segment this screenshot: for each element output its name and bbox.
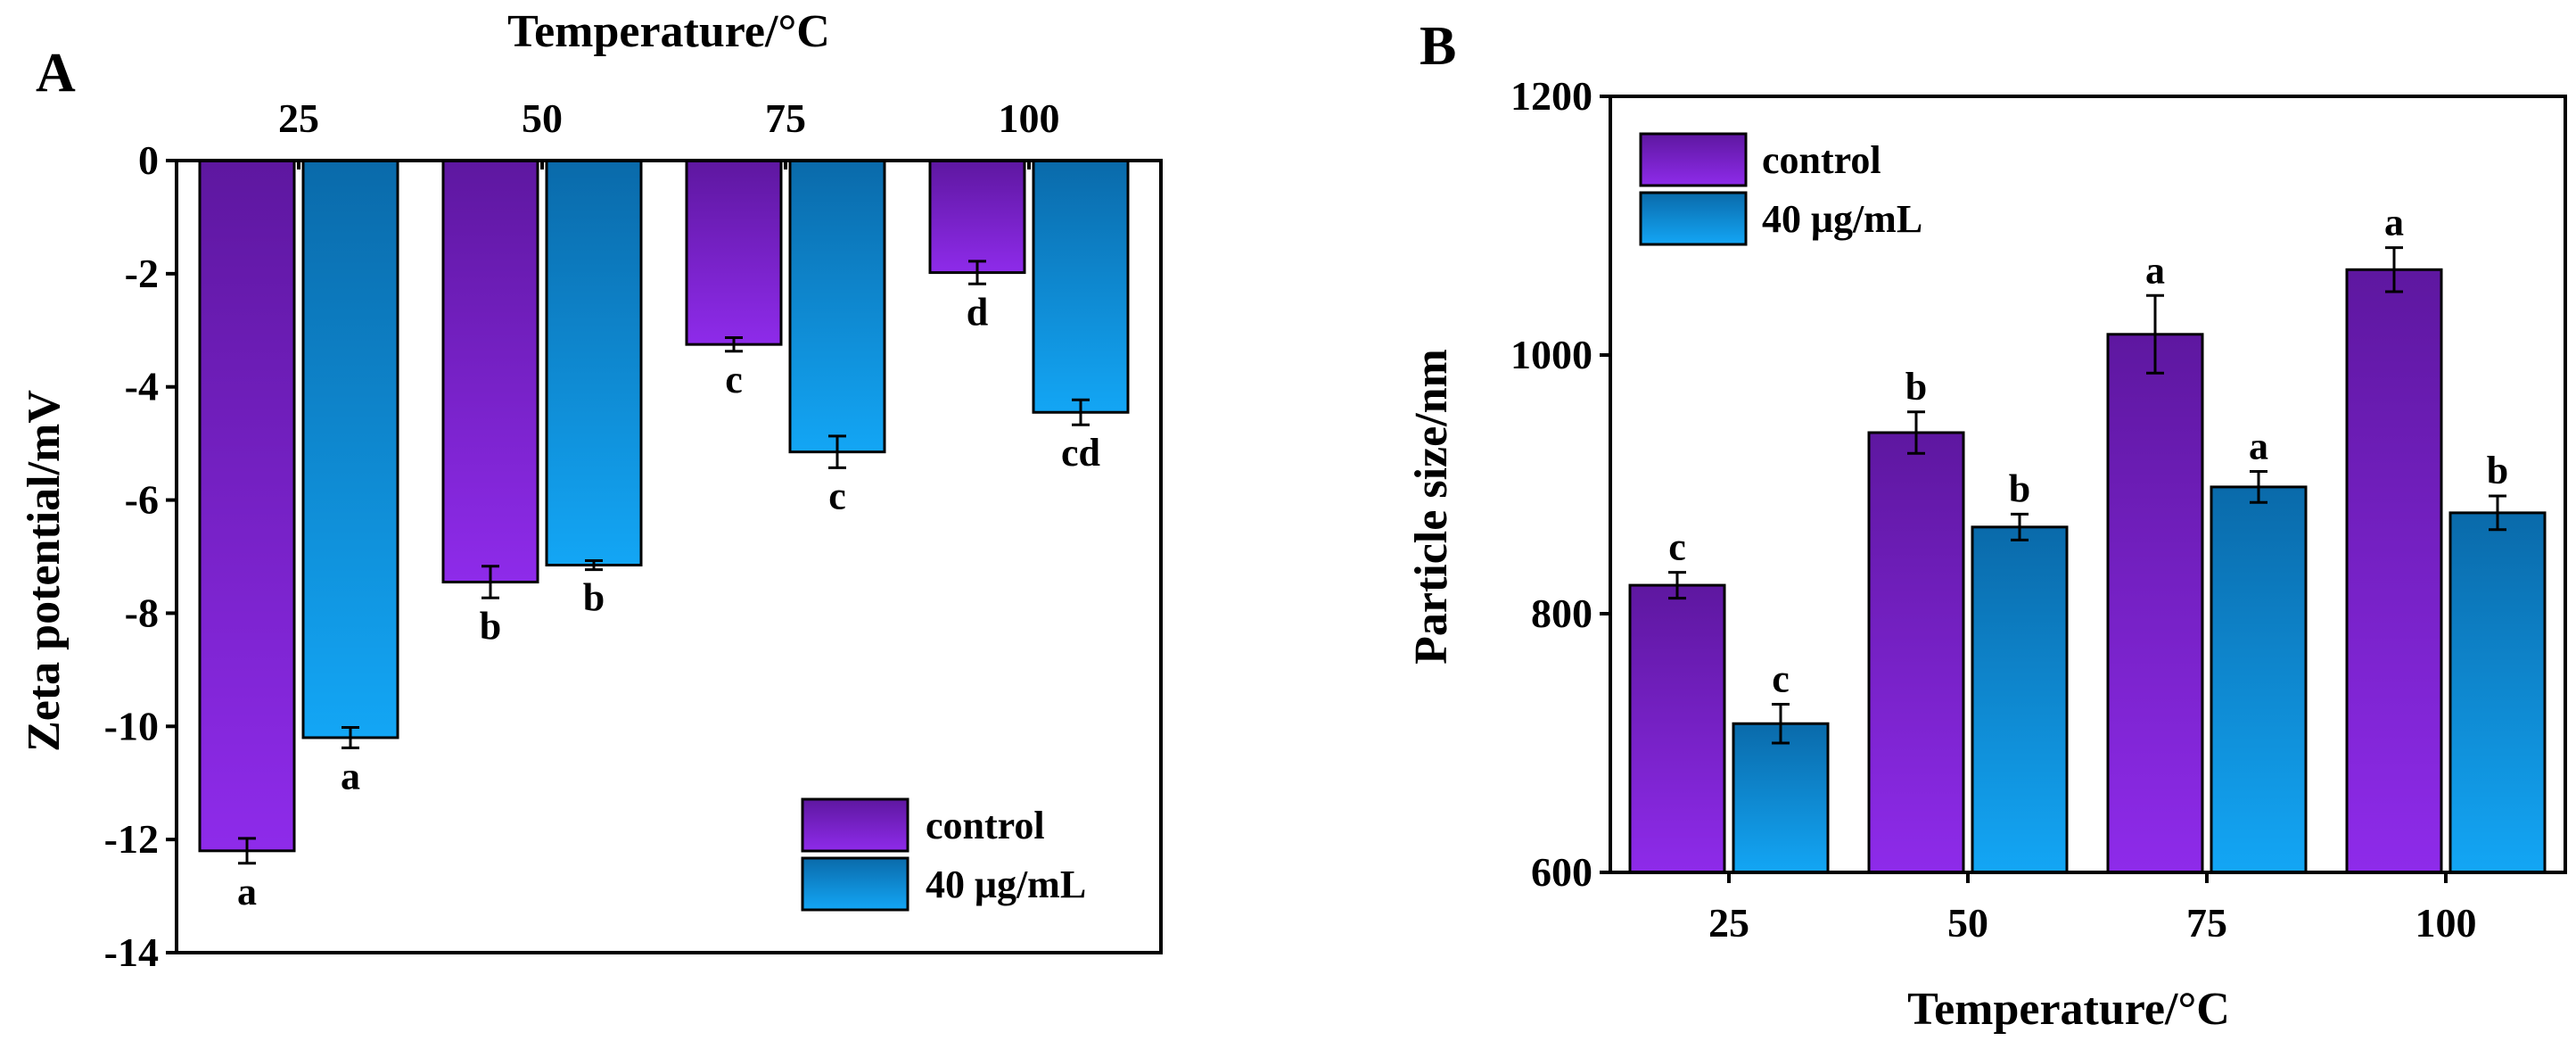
panel-a-sig-label-control-100: d	[967, 290, 988, 334]
panel-a-sig-label-40-g-ml-100: cd	[1061, 431, 1100, 475]
legend-a-treatment-swatch	[801, 856, 909, 912]
panel-a-bar-control-75	[685, 159, 783, 346]
panel-b-ylabel: Particle size/nm	[1406, 349, 1457, 665]
panel-a-zeta-chart: A Temperature/°C Zeta potential/mV a a b b c…	[19, 6, 1163, 975]
panel-b-legend: control 40 μg/mL	[1639, 132, 1922, 246]
panel-b-bars: c c b b a a a b	[1628, 201, 2547, 874]
panel-a-sig-label-control-50: b	[480, 604, 501, 648]
panel-b-bar-40-g-ml-50	[1971, 525, 2069, 874]
panel-b-xtick-label-25: 25	[1708, 900, 1749, 946]
panel-b-sig-label-control-25: c	[1668, 525, 1686, 569]
panel-a-xtick-label-75: 75	[765, 95, 806, 141]
legend-b-treatment-swatch	[1639, 191, 1748, 246]
panel-a-bar-40-g-ml-100	[1032, 159, 1130, 414]
panel-b-letter: B	[1420, 16, 1456, 77]
panel-a-title: Temperature/°C	[507, 6, 830, 57]
panel-a-ticks: 25 50 75 100 0 -2 -4 -6 -8 -10 -12 -14	[104, 95, 1060, 975]
panel-a-ytick-label--8: -8	[125, 590, 159, 635]
panel-b-sig-label-40-g-ml-100: b	[2487, 449, 2508, 492]
panel-b-xtick-label-75: 75	[2186, 900, 2227, 946]
panel-b-xtick-label-50: 50	[1947, 900, 1988, 946]
legend-b-treatment-label: 40 μg/mL	[1762, 197, 1922, 241]
panel-b-sig-label-control-50: b	[1905, 365, 1927, 409]
panel-b-ytick-label-1200: 1200	[1510, 73, 1593, 119]
panel-a-ylabel: Zeta potential/mV	[19, 390, 70, 752]
legend-b-control-label: control	[1762, 138, 1881, 182]
panel-b-particle-size-chart: B Particle size/nm Temperature/°C c c b b a a…	[1406, 16, 2567, 1035]
panel-a-letter: A	[36, 43, 76, 103]
panel-a-xtick-label-50: 50	[522, 95, 563, 141]
panel-a-bar-control-50	[441, 159, 539, 584]
panel-a-sig-label-control-75: c	[725, 358, 743, 401]
panel-a-ytick-label--12: -12	[104, 816, 159, 862]
panel-b-bar-40-g-ml-75	[2210, 485, 2308, 874]
panel-b-xlabel: Temperature/°C	[1907, 984, 2230, 1035]
panel-b-bar-control-75	[2106, 333, 2204, 874]
panel-a-sig-label-40-g-ml-50: b	[583, 576, 605, 620]
panel-b-sig-label-40-g-ml-50: b	[2009, 467, 2030, 510]
panel-b-bar-control-50	[1867, 431, 1965, 874]
panel-a-ytick-label--10: -10	[104, 703, 159, 748]
panel-b-bar-control-25	[1628, 583, 1726, 874]
panel-a-ytick-label--4: -4	[125, 364, 159, 409]
panel-a-bar-40-g-ml-25	[301, 159, 399, 739]
legend-a-control-label: control	[926, 804, 1045, 847]
panel-b-sig-label-40-g-ml-75: a	[2249, 425, 2268, 468]
panel-b-bar-40-g-ml-25	[1732, 722, 1830, 874]
legend-a-treatment-label: 40 μg/mL	[926, 863, 1086, 906]
panel-b-bar-control-100	[2345, 268, 2443, 874]
panel-a-bar-control-25	[198, 159, 296, 853]
panel-a-xtick-label-25: 25	[278, 95, 319, 141]
panel-a-ytick-label--6: -6	[125, 477, 159, 523]
panel-b-ticks: 25 50 75 100 600 800 1000 1200	[1510, 73, 2477, 946]
panel-b-sig-label-control-100: a	[2384, 201, 2404, 244]
panel-a-plot-frame	[175, 159, 1163, 954]
panel-a-sig-label-40-g-ml-25: a	[341, 754, 360, 797]
panel-a-ytick-label--2: -2	[125, 251, 159, 296]
panel-a-ytick-label--14: -14	[104, 929, 159, 975]
legend-b-control-swatch	[1639, 132, 1748, 187]
panel-a-bar-40-g-ml-75	[788, 159, 886, 454]
panel-a-bar-40-g-ml-50	[545, 159, 643, 567]
panel-a-sig-label-control-25: a	[237, 870, 257, 913]
panel-b-ytick-label-1000: 1000	[1510, 332, 1593, 377]
panel-b-bar-40-g-ml-100	[2448, 511, 2547, 874]
panel-b-ytick-label-600: 600	[1531, 849, 1593, 895]
panel-a-bar-control-100	[928, 159, 1026, 275]
panel-a-legend: control 40 μg/mL	[801, 797, 1086, 912]
panel-b-sig-label-40-g-ml-25: c	[1772, 657, 1790, 701]
panel-b-ytick-label-800: 800	[1531, 591, 1593, 636]
legend-a-control-swatch	[801, 797, 909, 853]
panel-a-ytick-label-0: 0	[138, 137, 159, 183]
panel-b-plot-frame	[1609, 95, 2567, 874]
panel-a-sig-label-40-g-ml-75: c	[828, 474, 846, 517]
panel-b-sig-label-control-75: a	[2145, 248, 2165, 292]
panel-b-xtick-label-100: 100	[2416, 900, 2477, 946]
panel-a-xtick-label-100: 100	[999, 95, 1060, 141]
